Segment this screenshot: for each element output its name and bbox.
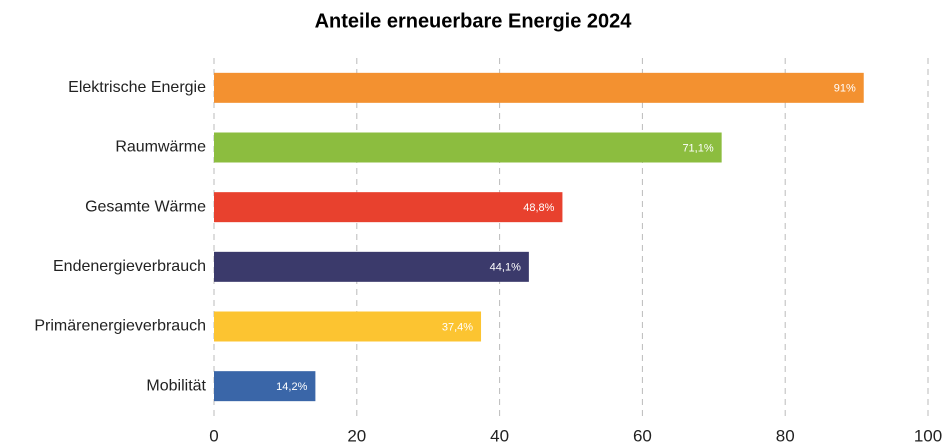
y-tick-label: Elektrische Energie	[68, 79, 206, 96]
data-label: 91%	[834, 83, 856, 95]
data-label: 44,1%	[490, 262, 521, 274]
x-tick-label: 40	[490, 426, 509, 445]
bar	[214, 132, 722, 163]
bar	[214, 371, 316, 402]
y-tick-label: Raumwärme	[115, 139, 206, 156]
y-tick-label: Mobilität	[146, 377, 206, 394]
data-label: 48,8%	[523, 202, 554, 214]
x-tick-label: 80	[776, 426, 795, 445]
bar	[214, 72, 864, 103]
y-tick-label: Gesamte Wärme	[85, 198, 206, 215]
data-label: 37,4%	[442, 321, 473, 333]
x-tick-label: 60	[633, 426, 652, 445]
bar	[214, 311, 482, 342]
bar	[214, 251, 529, 282]
chart-title: Anteile erneuerbare Energie 2024	[315, 10, 633, 32]
y-tick-label: Endenergieverbrauch	[53, 258, 206, 275]
x-tick-label: 100	[914, 426, 942, 445]
data-label: 14,2%	[276, 381, 307, 393]
bar	[214, 192, 563, 223]
data-label: 71,1%	[682, 142, 713, 154]
y-tick-label: Primärenergieverbrauch	[34, 318, 206, 335]
x-tick-label: 0	[209, 426, 218, 445]
x-tick-label: 20	[347, 426, 366, 445]
